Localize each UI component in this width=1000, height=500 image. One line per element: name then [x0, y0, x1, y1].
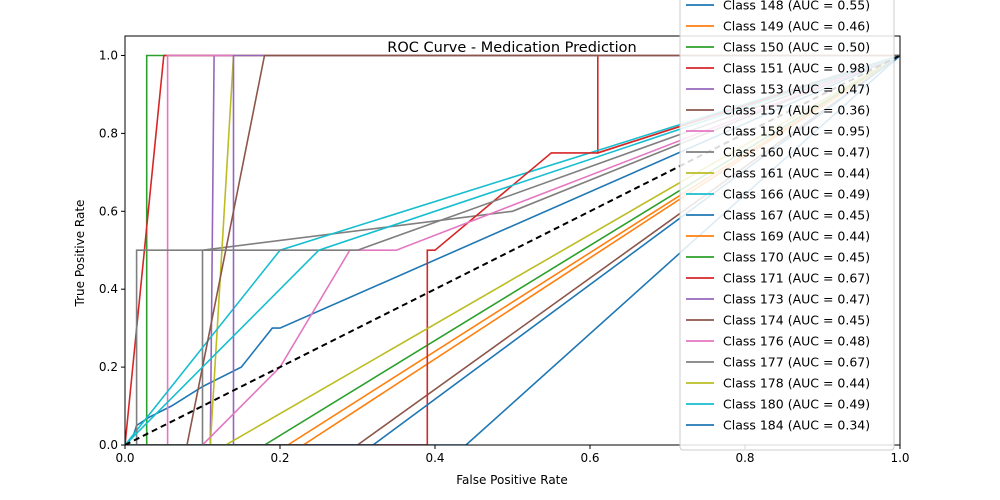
- x-tick-label: 0.4: [425, 451, 444, 465]
- y-tick-label: 0.2: [99, 360, 118, 374]
- legend-entry: Class 184 (AUC = 0.34): [723, 418, 870, 433]
- legend-entry: Class 166 (AUC = 0.49): [723, 187, 870, 202]
- x-tick-label: 1.0: [890, 451, 909, 465]
- y-tick-label: 0.4: [99, 282, 118, 296]
- roc-series-line: [125, 54, 900, 445]
- x-tick-label: 0.6: [580, 451, 599, 465]
- roc-series-line: [125, 54, 900, 445]
- legend-entry: Class 158 (AUC = 0.95): [723, 124, 870, 139]
- legend-entry: Class 149 (AUC = 0.46): [723, 19, 870, 34]
- legend-entry: Class 177 (AUC = 0.67): [723, 355, 870, 370]
- roc-series-line: [125, 54, 900, 445]
- legend-entry: Class 174 (AUC = 0.45): [723, 313, 870, 328]
- plot-frame: [124, 35, 901, 446]
- axes: 0.0 0.2 0.4 0.6 0.8 1.0 0.0 0.2 0.4 0.6 0.8 1.0: [99, 35, 910, 465]
- legend-entry: Class 178 (AUC = 0.44): [723, 376, 870, 391]
- y-axis-label: True Positive Rate: [73, 200, 87, 308]
- legend-entry: Class 169 (AUC = 0.44): [723, 229, 870, 244]
- y-tick-label: 1.0: [99, 48, 118, 62]
- legend-entry: Class 148 (AUC = 0.55): [723, 0, 870, 13]
- legend-entry: Class 161 (AUC = 0.44): [723, 166, 870, 181]
- legend-entry: Class 180 (AUC = 0.49): [723, 397, 870, 412]
- roc-series-line: [125, 54, 900, 445]
- legend-entry: Class 173 (AUC = 0.47): [723, 292, 870, 307]
- legend-entry: Class 176 (AUC = 0.48): [723, 334, 870, 349]
- x-tick-label: 0.2: [270, 451, 289, 465]
- roc-series-line: [125, 54, 900, 445]
- y-tick-label: 0.6: [99, 204, 118, 218]
- legend: Class 148 (AUC = 0.55) Class 149 (AUC = 0…: [679, 0, 895, 451]
- y-tick-label: 0.0: [99, 438, 118, 452]
- legend-entry: Class 150 (AUC = 0.50): [723, 40, 870, 55]
- y-tick-label: 0.8: [99, 126, 118, 140]
- legend-entry: Class 151 (AUC = 0.98): [723, 61, 870, 76]
- legend-box: [679, 0, 895, 451]
- legend-entry: Class 170 (AUC = 0.45): [723, 250, 870, 265]
- legend-entry: Class 160 (AUC = 0.47): [723, 145, 870, 160]
- legend-entry: Class 153 (AUC = 0.47): [723, 82, 870, 97]
- x-tick-label: 0.8: [735, 451, 754, 465]
- chart-title: ROC Curve - Medication Prediction: [387, 40, 636, 56]
- legend-entry: Class 157 (AUC = 0.36): [723, 103, 870, 118]
- x-axis-label: False Positive Rate: [456, 473, 568, 487]
- x-tick-label: 0.0: [115, 451, 134, 465]
- legend-entry: Class 171 (AUC = 0.67): [723, 271, 870, 286]
- legend-entry: Class 167 (AUC = 0.45): [723, 208, 870, 223]
